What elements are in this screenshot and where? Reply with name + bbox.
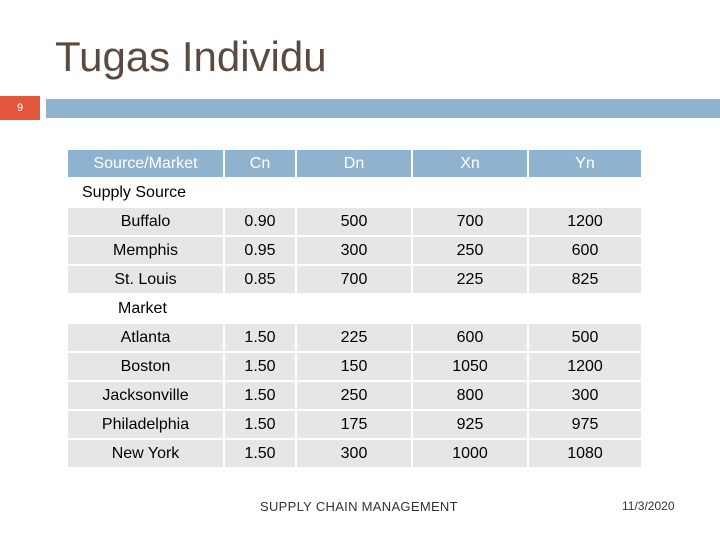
data-table: Source/Market Cn Dn Xn Yn Supply Source … bbox=[66, 148, 643, 469]
cell-dn: 700 bbox=[297, 266, 411, 293]
cell-cn: 0.85 bbox=[225, 266, 295, 293]
cell-market: Philadelphia bbox=[68, 411, 223, 438]
cell-dn: 175 bbox=[297, 411, 411, 438]
cell-xn: 1000 bbox=[413, 440, 527, 467]
cell-yn: 600 bbox=[529, 237, 641, 264]
cell-cn: 1.50 bbox=[225, 324, 295, 351]
slide-title: Tugas Individu bbox=[55, 33, 327, 80]
cell-yn: 500 bbox=[529, 324, 641, 351]
table-row: Philadelphia 1.50 175 925 975 bbox=[68, 411, 641, 438]
title-divider-bar bbox=[46, 99, 720, 118]
cell-yn: 1200 bbox=[529, 353, 641, 380]
cell-market: Jacksonville bbox=[68, 382, 223, 409]
cell-xn: 800 bbox=[413, 382, 527, 409]
table-row: Memphis 0.95 300 250 600 bbox=[68, 237, 641, 264]
header-yn: Yn bbox=[529, 150, 641, 177]
cell-yn: 975 bbox=[529, 411, 641, 438]
header-xn: Xn bbox=[413, 150, 527, 177]
cell-xn: 250 bbox=[413, 237, 527, 264]
table-row: Buffalo 0.90 500 700 1200 bbox=[68, 208, 641, 235]
cell-cn: 0.95 bbox=[225, 237, 295, 264]
cell-market: Atlanta bbox=[68, 324, 223, 351]
cell-dn: 300 bbox=[297, 440, 411, 467]
table-row: Jacksonville 1.50 250 800 300 bbox=[68, 382, 641, 409]
cell-xn: 600 bbox=[413, 324, 527, 351]
cell-xn: 925 bbox=[413, 411, 527, 438]
table-row: Atlanta 1.50 225 600 500 bbox=[68, 324, 641, 351]
cell-market: Boston bbox=[68, 353, 223, 380]
cell-source: Memphis bbox=[68, 237, 223, 264]
cell-dn: 500 bbox=[297, 208, 411, 235]
market-label: Market bbox=[68, 295, 641, 322]
table-row: St. Louis 0.85 700 225 825 bbox=[68, 266, 641, 293]
cell-cn: 1.50 bbox=[225, 382, 295, 409]
cell-xn: 700 bbox=[413, 208, 527, 235]
cell-dn: 150 bbox=[297, 353, 411, 380]
cell-xn: 225 bbox=[413, 266, 527, 293]
slide-number: 9 bbox=[0, 96, 40, 120]
cell-yn: 825 bbox=[529, 266, 641, 293]
cell-cn: 1.50 bbox=[225, 411, 295, 438]
cell-cn: 1.50 bbox=[225, 440, 295, 467]
table-header-row: Source/Market Cn Dn Xn Yn bbox=[68, 150, 641, 177]
cell-dn: 300 bbox=[297, 237, 411, 264]
cell-market: New York bbox=[68, 440, 223, 467]
cell-yn: 300 bbox=[529, 382, 641, 409]
table-row: Boston 1.50 150 1050 1200 bbox=[68, 353, 641, 380]
section-row-supply: Supply Source bbox=[68, 179, 641, 206]
cell-xn: 1050 bbox=[413, 353, 527, 380]
cell-source: Buffalo bbox=[68, 208, 223, 235]
cell-yn: 1080 bbox=[529, 440, 641, 467]
cell-cn: 0.90 bbox=[225, 208, 295, 235]
cell-dn: 225 bbox=[297, 324, 411, 351]
supply-source-label: Supply Source bbox=[68, 179, 641, 206]
cell-dn: 250 bbox=[297, 382, 411, 409]
header-dn: Dn bbox=[297, 150, 411, 177]
section-row-market: Market bbox=[68, 295, 641, 322]
table-row: New York 1.50 300 1000 1080 bbox=[68, 440, 641, 467]
footer-course-title: SUPPLY CHAIN MANAGEMENT bbox=[260, 499, 458, 514]
header-cn: Cn bbox=[225, 150, 295, 177]
footer-date: 11/3/2020 bbox=[622, 499, 675, 513]
header-source-market: Source/Market bbox=[68, 150, 223, 177]
cell-cn: 1.50 bbox=[225, 353, 295, 380]
cell-source: St. Louis bbox=[68, 266, 223, 293]
cell-yn: 1200 bbox=[529, 208, 641, 235]
